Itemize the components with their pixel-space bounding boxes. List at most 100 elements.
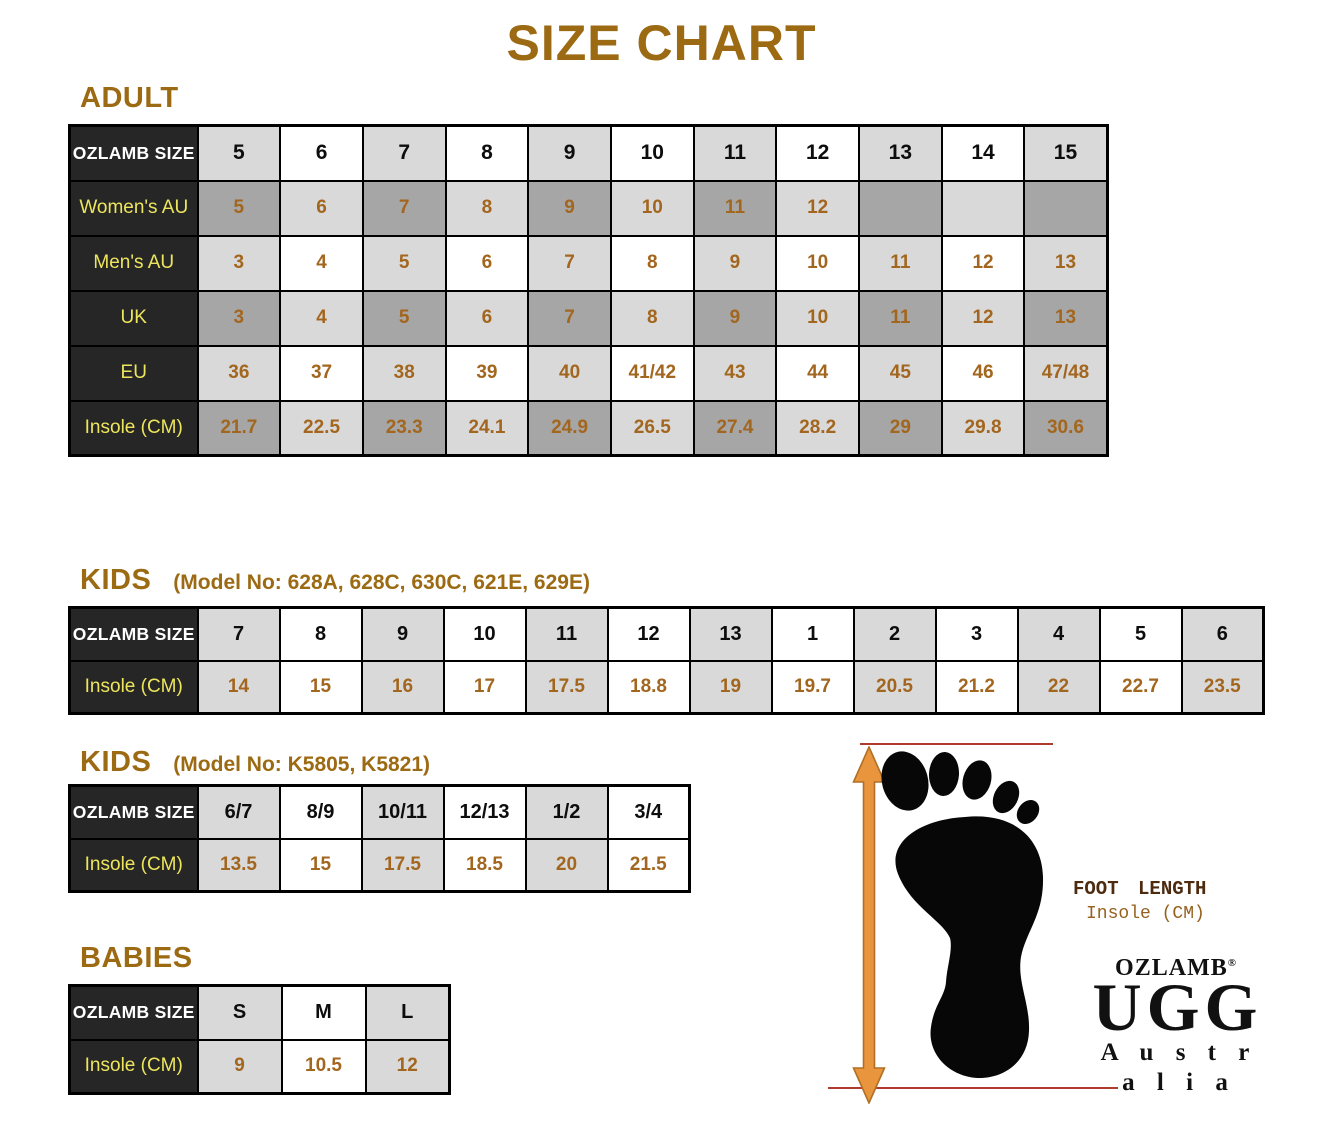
- size-value-cell: 21.7: [196, 399, 282, 457]
- row-label: UK: [68, 289, 199, 347]
- row-label: Men's AU: [68, 234, 199, 292]
- brand-ugg-text: UGG: [1092, 969, 1263, 1045]
- size-value-cell: 17.5: [524, 659, 609, 715]
- corner-label: OZLAMB SIZE: [68, 124, 199, 182]
- size-header-cell: 7: [196, 606, 281, 662]
- size-value-cell: 10: [609, 179, 695, 237]
- size-value-cell: 10: [775, 234, 860, 292]
- size-value-cell: 13.5: [196, 837, 281, 893]
- size-value-cell: 15: [278, 659, 363, 715]
- row-label: EU: [68, 344, 199, 402]
- brand-ozlamb-text: OZLAMB®: [1078, 956, 1274, 980]
- size-value-cell: 36: [196, 344, 282, 402]
- size-value-cell: 19: [688, 659, 773, 715]
- size-value-cell: 8: [609, 289, 695, 347]
- size-value-cell: 5: [361, 234, 447, 292]
- kids1-size-table: OZLAMB SIZE 7 8 9 10 11 12 13 1 2 3 4 5 6 Insole (CM) 1…: [68, 606, 1265, 715]
- corner-label: OZLAMB SIZE: [68, 784, 199, 840]
- kids2-heading-label: KIDS: [80, 746, 152, 778]
- size-value-cell: 37: [279, 344, 364, 402]
- size-value-cell: 47/48: [1023, 344, 1109, 402]
- corner-label: OZLAMB SIZE: [68, 984, 199, 1041]
- size-value-cell: 6: [279, 179, 364, 237]
- table-row: Insole (CM) 13.5 15 17.5 18.5 20 21.5: [68, 837, 691, 893]
- size-header-cell: 10: [442, 606, 527, 662]
- size-header-cell: 4: [1016, 606, 1101, 662]
- row-label: Women's AU: [68, 179, 199, 237]
- size-value-cell: 8: [609, 234, 695, 292]
- size-value-cell: 6: [444, 289, 530, 347]
- size-value-cell: 30.6: [1023, 399, 1109, 457]
- footprint-icon: [881, 751, 1044, 1079]
- size-value-cell: 10.5: [280, 1038, 367, 1095]
- size-header-cell: 6/7: [196, 784, 281, 840]
- size-value-cell: [858, 179, 943, 237]
- size-header-cell: 13: [688, 606, 773, 662]
- size-value-cell: 22.5: [279, 399, 364, 457]
- kids1-size-table-wrap: OZLAMB SIZE 7 8 9 10 11 12 13 1 2 3 4 5 6 Insole (CM) 1…: [68, 606, 1265, 715]
- size-header-cell: 11: [524, 606, 609, 662]
- kids1-section-heading: KIDS (Model No: 628A, 628C, 630C, 621E, …: [80, 564, 590, 597]
- size-value-cell: 27.4: [692, 399, 778, 457]
- size-value-cell: 11: [858, 289, 943, 347]
- size-value-cell: 24.1: [444, 399, 530, 457]
- size-header-cell: 8: [278, 606, 363, 662]
- size-value-cell: 5: [196, 179, 282, 237]
- size-header-cell: 8: [444, 124, 530, 182]
- size-value-cell: 7: [361, 179, 447, 237]
- row-label: Insole (CM): [68, 399, 199, 457]
- size-header-cell: 7: [361, 124, 447, 182]
- table-row: UK 3 4 5 6 7 8 9 10 11 12 13: [68, 289, 1109, 347]
- length-arrow-icon: [852, 746, 886, 1104]
- size-value-cell: 40: [527, 344, 612, 402]
- size-value-cell: 29.8: [940, 399, 1026, 457]
- size-header-cell: 10/11: [360, 784, 445, 840]
- row-label: Insole (CM): [68, 1038, 199, 1095]
- size-value-cell: 28.2: [775, 399, 860, 457]
- kids2-model-note: (Model No: K5805, K5821): [173, 753, 431, 776]
- size-header-cell: L: [364, 984, 451, 1041]
- size-value-cell: 13: [1023, 289, 1109, 347]
- size-value-cell: [940, 179, 1026, 237]
- table-row: Men's AU 3 4 5 6 7 8 9 10 11 12 13: [68, 234, 1109, 292]
- size-value-cell: 9: [196, 1038, 283, 1095]
- size-value-cell: 44: [775, 344, 860, 402]
- size-value-cell: 39: [444, 344, 530, 402]
- size-value-cell: 18.8: [606, 659, 691, 715]
- adult-section-heading: ADULT: [80, 82, 179, 115]
- size-value-cell: 12: [775, 179, 860, 237]
- size-value-cell: 9: [692, 289, 778, 347]
- table-row: EU 36 37 38 39 40 41/42 43 44 45 46 47/48: [68, 344, 1109, 402]
- foot-length-sublabel: Insole (CM): [1086, 904, 1205, 924]
- size-value-cell: 3: [196, 234, 282, 292]
- table-row: Insole (CM) 9 10.5 12: [68, 1038, 451, 1095]
- size-header-cell: 12/13: [442, 784, 527, 840]
- size-value-cell: 23.5: [1180, 659, 1265, 715]
- size-header-cell: 1: [770, 606, 855, 662]
- size-value-cell: 5: [361, 289, 447, 347]
- size-header-cell: 9: [360, 606, 445, 662]
- size-value-cell: 45: [858, 344, 943, 402]
- size-value-cell: 14: [196, 659, 281, 715]
- size-value-cell: 3: [196, 289, 282, 347]
- corner-label: OZLAMB SIZE: [68, 606, 199, 662]
- kids1-model-note: (Model No: 628A, 628C, 630C, 621E, 629E): [173, 571, 590, 594]
- size-header-cell: 5: [1098, 606, 1183, 662]
- babies-section-heading: BABIES: [80, 942, 193, 975]
- size-header-cell: 6: [1180, 606, 1265, 662]
- brand-australia-text: A u s t r a l i a: [1100, 1038, 1258, 1096]
- size-header-cell: 11: [692, 124, 778, 182]
- size-value-cell: 8: [444, 179, 530, 237]
- table-row: Insole (CM) 21.7 22.5 23.3 24.1 24.9 26.5 27.4 2…: [68, 399, 1109, 457]
- size-header-cell: 12: [775, 124, 860, 182]
- kids2-section-heading: KIDS (Model No: K5805, K5821): [80, 746, 430, 779]
- size-value-cell: [1023, 179, 1109, 237]
- size-value-cell: 41/42: [609, 344, 695, 402]
- size-header-cell: 10: [609, 124, 695, 182]
- size-value-cell: 7: [527, 289, 612, 347]
- size-header-cell: S: [196, 984, 283, 1041]
- adult-size-table-wrap: OZLAMB SIZE 5 6 7 8 9 10 11 12 13 14 15 Women's AU 5 6…: [68, 124, 1109, 457]
- size-value-cell: 11: [692, 179, 778, 237]
- size-value-cell: 12: [940, 289, 1026, 347]
